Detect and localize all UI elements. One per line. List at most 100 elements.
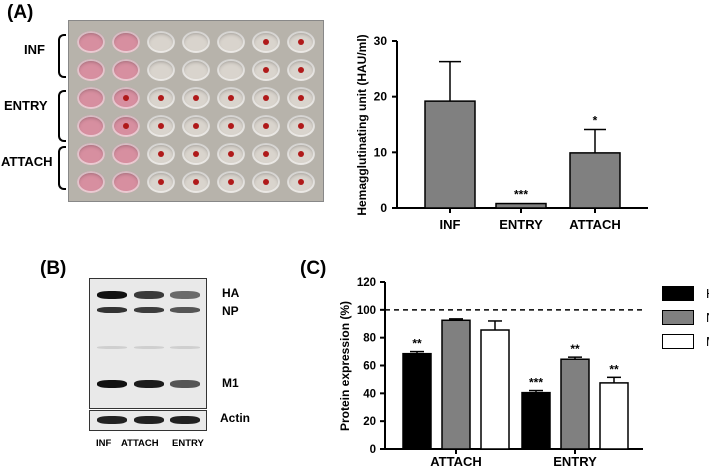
plate-well (112, 171, 140, 193)
plate-well (77, 143, 105, 165)
plate-well-pellet (193, 151, 199, 157)
plate-well (77, 115, 105, 137)
chart-c-y-axis-label: Protein expression (%) (338, 301, 352, 431)
brace-entry (58, 90, 66, 142)
chart-a-bar (569, 152, 621, 209)
chart-c-bar-np (441, 319, 471, 450)
plate-well-pellet (298, 179, 304, 185)
plate-well (77, 31, 105, 53)
chart-c-y-tick-label: 40 (363, 388, 376, 400)
plate-well-pellet (228, 95, 234, 101)
plate-well-pellet (228, 151, 234, 157)
plate-well-pellet (263, 95, 269, 101)
chart-c-y-tick-label: 120 (357, 277, 376, 289)
legend-swatch-m1 (662, 334, 694, 349)
plate-well-pellet (298, 39, 304, 45)
plate-well-pellet (263, 179, 269, 185)
blot-band-ha (97, 291, 127, 299)
plate-well-pellet (298, 67, 304, 73)
plate-well-pellet (263, 39, 269, 45)
plate-well-pellet (228, 179, 234, 185)
chart-c-x-tick-label: ATTACH (430, 454, 482, 468)
chart-c-bar-ha (521, 391, 551, 450)
plate-well (77, 171, 105, 193)
lane-label-entry: ENTRY (172, 438, 204, 449)
chart-a-x-tick-label: ENTRY (499, 217, 543, 232)
panel-label-a: (A) (7, 2, 34, 23)
legend-item-ha: HA (662, 286, 709, 301)
plate-well-pellet (158, 95, 164, 101)
panel-label-b: (B) (40, 258, 67, 279)
legend-swatch-np (662, 310, 694, 325)
chart-a-y-tick-label: 20 (374, 90, 388, 104)
hemagglutination-plate-photo (68, 20, 324, 202)
plate-well (112, 143, 140, 165)
chart-c-y-tick-label: 0 (370, 444, 376, 456)
legend-label-m1: M1 (706, 334, 709, 349)
chart-c-significance: ** (570, 342, 580, 356)
blot-band-m1 (170, 380, 200, 388)
blot-band-actin (170, 416, 200, 424)
chart-a-significance: * (593, 114, 598, 128)
chart-c-y-tick-label: 60 (363, 361, 376, 373)
blot-band-faint (134, 346, 164, 349)
plate-well (182, 59, 210, 81)
blot-band-m1 (97, 380, 127, 388)
chart-c-y-tick-label: 80 (363, 333, 376, 345)
western-blot-main (89, 278, 207, 409)
legend-swatch-ha (662, 286, 694, 301)
plate-well (147, 31, 175, 53)
western-blot-actin (89, 410, 207, 431)
chart-c-significance: ** (412, 337, 422, 351)
blot-band-ha (170, 291, 200, 299)
chart-c-y-tick-label: 20 (363, 416, 376, 428)
chart-a-y-tick-label: 10 (374, 145, 388, 159)
chart-c-y-tick-label: 100 (357, 305, 376, 317)
blot-band-m1 (134, 380, 164, 388)
brace-attach (58, 146, 66, 190)
row-label-inf: INF (24, 42, 45, 57)
legend-label-ha: HA (706, 286, 709, 301)
blot-label-actin: Actin (220, 411, 250, 425)
legend-item-np: NP (662, 310, 709, 325)
plate-well (182, 31, 210, 53)
plate-well (77, 87, 105, 109)
plate-well-pellet (228, 123, 234, 129)
blot-label-np: NP (222, 304, 239, 318)
blot-band-actin (97, 416, 127, 424)
blot-band-actin (134, 416, 164, 424)
plate-well-pellet (123, 123, 129, 129)
plate-well (147, 59, 175, 81)
chart-a-y-tick-label: 30 (374, 34, 388, 48)
plate-well-pellet (158, 151, 164, 157)
chart-a-significance: *** (514, 188, 528, 202)
blot-band-np (97, 307, 127, 313)
plate-well-pellet (158, 123, 164, 129)
plate-well-pellet (263, 67, 269, 73)
plate-well-pellet (193, 179, 199, 185)
plate-well-pellet (298, 123, 304, 129)
panel-label-c: (C) (300, 258, 327, 279)
plate-well-pellet (158, 179, 164, 185)
blot-band-np (170, 307, 200, 313)
plate-well (77, 59, 105, 81)
chart-a-y-axis-label: Hemagglutinating unit (HAU/ml) (355, 34, 369, 215)
plate-well-pellet (123, 95, 129, 101)
plate-well-pellet (193, 123, 199, 129)
legend-item-m1: M1 (662, 334, 709, 349)
plate-well-pellet (193, 95, 199, 101)
chart-a-x-tick-label: INF (440, 217, 461, 232)
legend-label-np: NP (706, 310, 709, 325)
blot-band-ha (134, 291, 164, 299)
chart-a-x-tick-label: ATTACH (569, 217, 621, 232)
plate-well (112, 59, 140, 81)
chart-c-significance: ** (609, 362, 619, 376)
chart-c-bar-m1 (599, 382, 629, 450)
chart-a-y-tick-label: 0 (380, 201, 387, 215)
chart-c-significance: *** (529, 376, 543, 390)
chart-c-bar-ha (402, 352, 432, 450)
blot-label-ha: HA (222, 286, 240, 300)
plate-well (217, 59, 245, 81)
